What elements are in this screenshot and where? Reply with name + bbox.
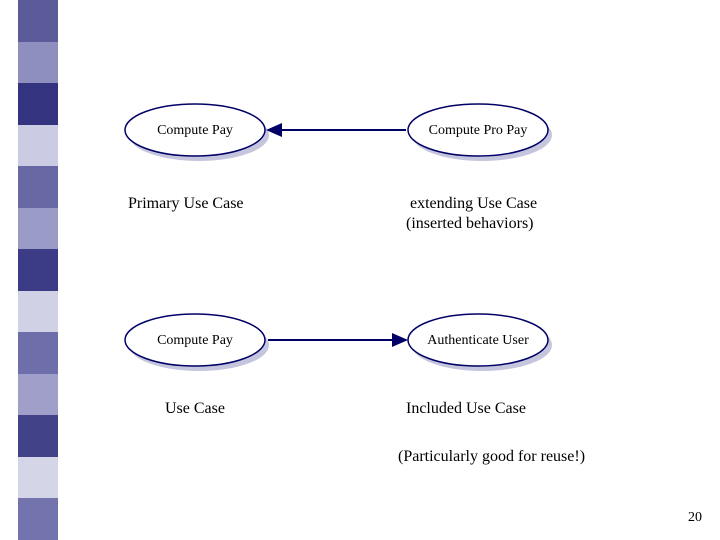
use-case-diagram: Compute Pay Compute Pro Pay Compute Pay Aut… <box>64 0 720 540</box>
slide-number: 20 <box>688 510 702 526</box>
ellipse-authenticate-user-label: Authenticate User <box>427 333 529 348</box>
sidebar-block <box>18 374 58 416</box>
sidebar-block <box>18 332 58 374</box>
label-extending-use-case-1: extending Use Case <box>410 195 537 213</box>
sidebar-block <box>18 125 58 167</box>
label-use-case: Use Case <box>165 400 225 418</box>
sidebar-block <box>18 249 58 291</box>
sidebar-block <box>18 291 58 333</box>
label-extending-use-case-2: (inserted behaviors) <box>406 215 534 233</box>
ellipse-compute-pay-bottom-label: Compute Pay <box>157 333 233 348</box>
sidebar-block <box>18 83 58 125</box>
sidebar-decoration <box>0 0 64 540</box>
sidebar-block <box>18 208 58 250</box>
sidebar-block <box>18 415 58 457</box>
sidebar-block <box>18 42 58 84</box>
label-primary-use-case: Primary Use Case <box>128 195 244 213</box>
sidebar-block <box>18 457 58 499</box>
slide-content: Compute Pay Compute Pro Pay Compute Pay Aut… <box>64 0 720 540</box>
ellipse-compute-pro-pay-label: Compute Pro Pay <box>429 123 528 138</box>
sidebar-block <box>18 498 58 540</box>
ellipse-compute-pay-top-label: Compute Pay <box>157 123 233 138</box>
sidebar-block <box>18 166 58 208</box>
diagram-layer: Compute Pay Compute Pro Pay Compute Pay Aut… <box>125 104 552 371</box>
label-reuse-note: (Particularly good for reuse!) <box>398 448 585 466</box>
sidebar-block <box>18 0 58 42</box>
label-included-use-case: Included Use Case <box>406 400 526 418</box>
